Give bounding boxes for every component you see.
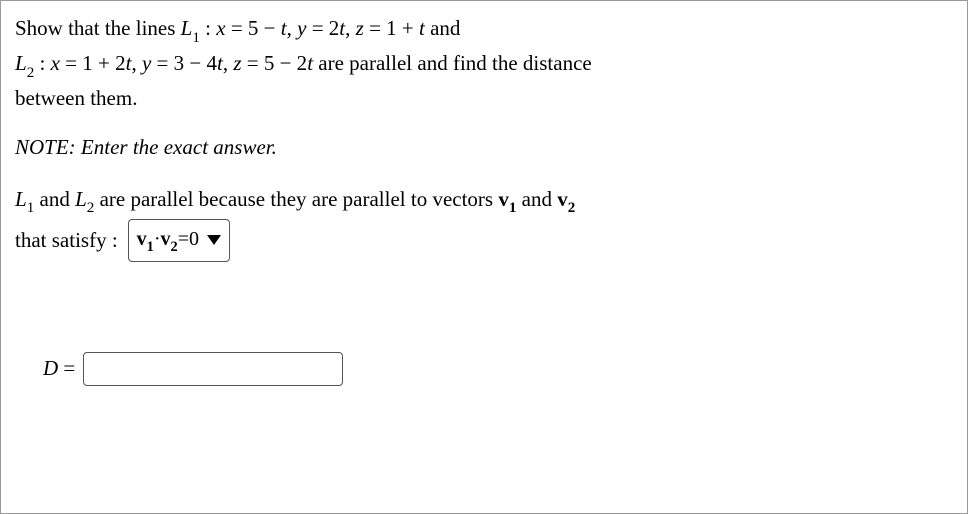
exp-L1-sub: 1 [27,200,35,216]
explanation-line-2: that satisfy : v1·v2=0 [15,219,953,263]
colon: : [200,16,216,40]
dd-v1: v [137,228,147,250]
dropdown-content: v1·v2=0 [137,224,199,258]
explanation-line-1: L1 and L2 are parallel because they are … [15,184,953,219]
exp-v1: v [498,187,509,211]
D-eq: = [58,356,75,380]
comma3: , [131,51,142,75]
exp-v1-sub: 1 [509,200,517,216]
comma2: , [345,16,356,40]
problem-line-1: Show that the lines L1 : x = 5 − t, y = … [15,13,953,48]
z-var: z [356,16,364,40]
comma4: , [223,51,234,75]
dd-eq0: =0 [178,228,199,250]
exp-L2-sub: 2 [87,200,95,216]
note-text: NOTE: Enter the exact answer. [15,132,953,164]
text-show-that: Show that the lines [15,16,181,40]
L2-z-val: 5 − 2 [264,51,307,75]
L1-sub: 1 [192,30,200,46]
eq3: = [364,16,386,40]
exp-v2: v [557,187,568,211]
eq5: = [151,51,173,75]
explanation-block: L1 and L2 are parallel because they are … [15,184,953,262]
L1-z-val: 1 + [386,16,419,40]
L2-label: L [15,51,27,75]
L1-label: L [181,16,193,40]
dd-v2: v [161,228,171,250]
answer-label: D = [43,353,75,385]
dd-v1-sub: 1 [147,239,154,255]
exp-v2-sub: 2 [568,200,576,216]
chevron-down-icon [207,235,221,245]
exp-suffix: that satisfy : [15,225,118,257]
line2-suffix: are parallel and find the distance [313,51,592,75]
problem-line-2: L2 : x = 1 + 2t, y = 3 − 4t, z = 5 − 2t … [15,48,953,83]
L2-x-val: 1 + 2 [82,51,125,75]
colon2: : [34,51,50,75]
eq2: = [306,16,328,40]
eq4: = [60,51,82,75]
L2-sub: 2 [27,65,35,81]
answer-row: D = [43,352,953,386]
x-var2: x [51,51,60,75]
exp-L1: L [15,187,27,211]
L1-x-val: 5 − [248,16,281,40]
exp-and2: and [516,187,557,211]
exp-L2: L [75,187,87,211]
distance-input[interactable] [83,352,343,386]
problem-line-3: between them. [15,83,953,115]
dd-dot: · [154,228,161,250]
L2-y-val: 3 − 4 [174,51,217,75]
eq1: = [226,16,248,40]
exp-mid: are parallel because they are parallel t… [94,187,498,211]
D-var: D [43,356,58,380]
eq6: = [242,51,264,75]
dd-v2-sub: 2 [171,239,178,255]
relation-dropdown[interactable]: v1·v2=0 [128,219,230,263]
L1-y-val: 2 [329,16,340,40]
y-var2: y [142,51,151,75]
z-var2: z [233,51,241,75]
comma1: , [287,16,298,40]
problem-statement: Show that the lines L1 : x = 5 − t, y = … [15,13,953,114]
x-var: x [216,16,225,40]
exp-and1: and [34,187,75,211]
and-text: and [425,16,461,40]
